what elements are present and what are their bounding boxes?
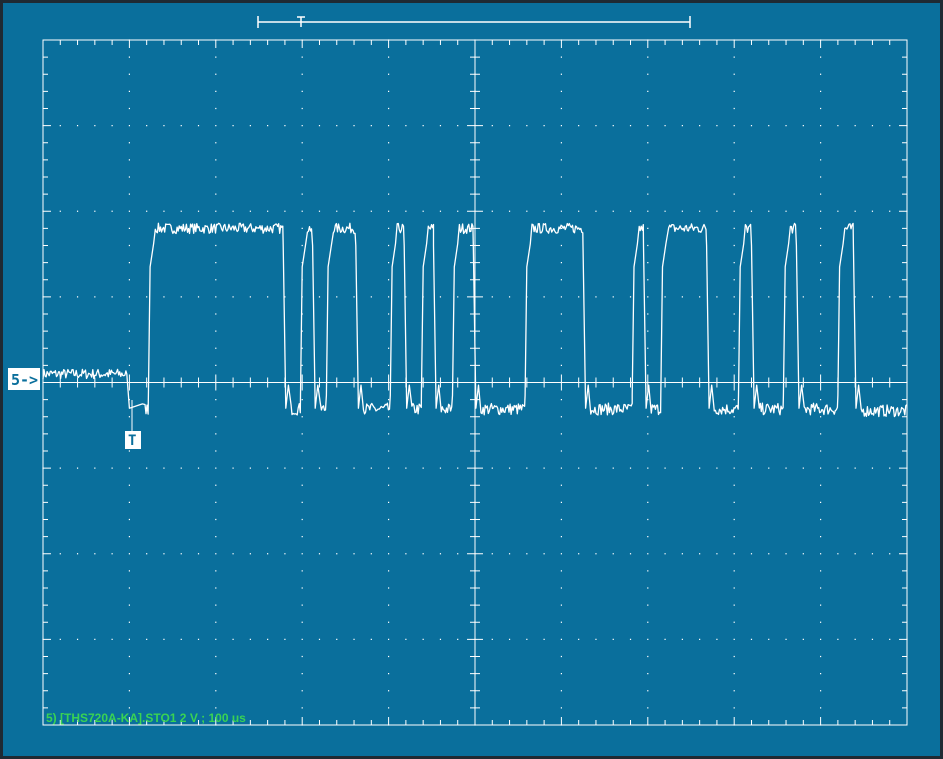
channel-marker-label: 5-> [11,371,38,389]
channel-marker: 5-> [8,368,40,390]
status-readout: 5) [THS720A-KA].STO1 2 V ; 100 us [46,711,246,725]
record-position-bracket [257,16,691,28]
waveform-path [42,222,908,418]
channel-marker-box [8,368,40,390]
trigger-marker-label: T [128,433,136,449]
graticule-minor-ticks [42,39,908,726]
screen-background [3,3,940,756]
waveform-trace [42,222,908,418]
trigger-marker: T [125,400,141,449]
record-bracket [257,16,691,28]
graticule [42,39,908,726]
record-bracket-trigger-mark [297,16,305,27]
trigger-marker-box [125,431,141,449]
